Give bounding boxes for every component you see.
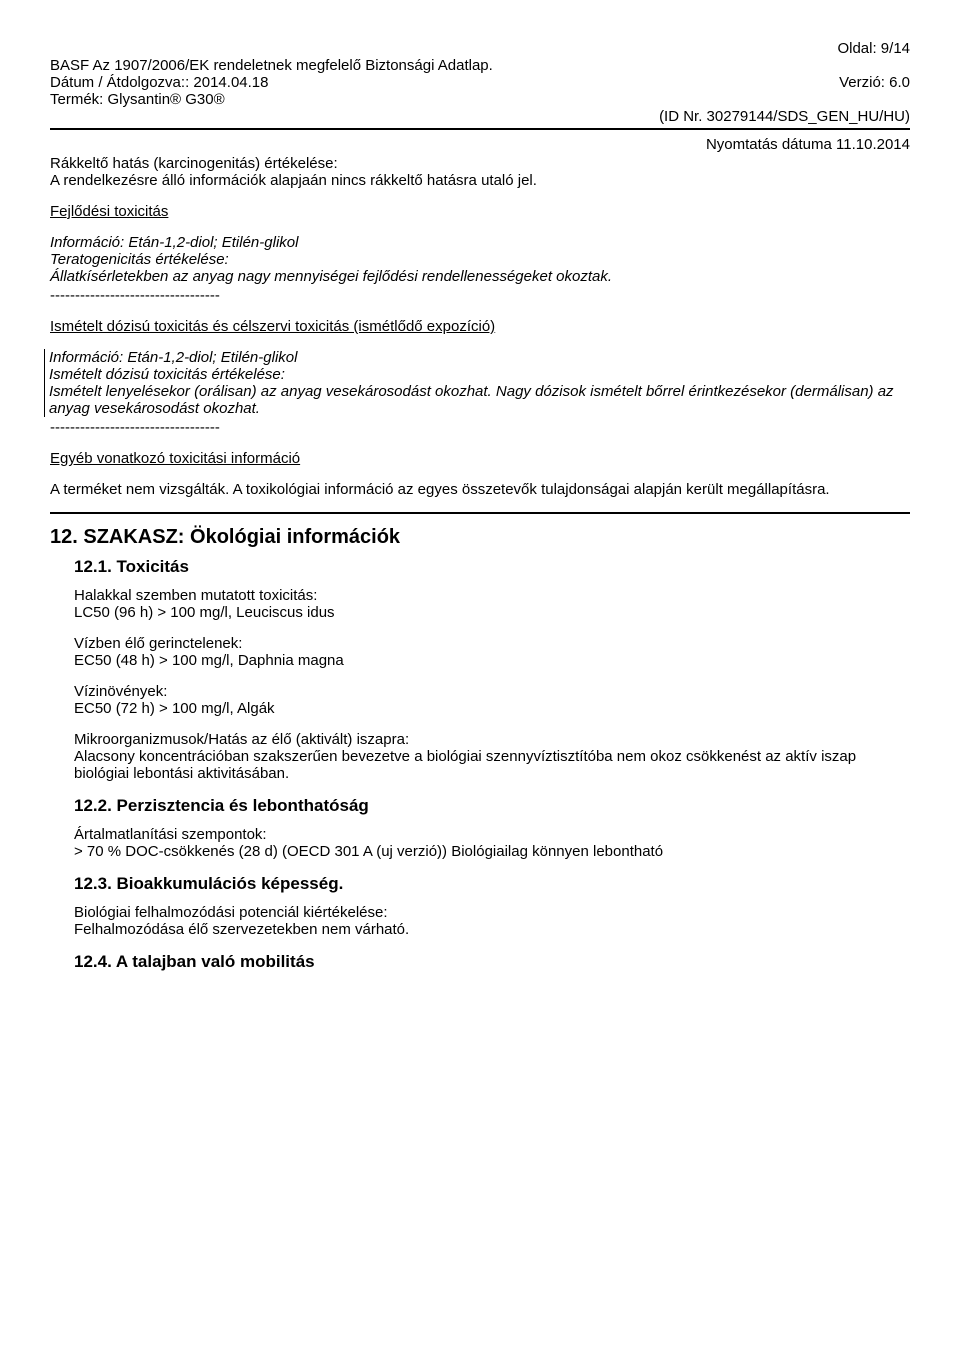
bioacc-value: Felhalmozódása élő szervezetekben nem vá…	[74, 921, 910, 938]
section12-4-title: 12.4. A talajban való mobilitás	[74, 952, 910, 972]
other-text: A terméket nem vizsgálták. A toxikológia…	[50, 481, 910, 498]
header-id: (ID Nr. 30279144/SDS_GEN_HU/HU)	[50, 108, 910, 125]
invert-block: Vízben élő gerinctelenek: EC50 (48 h) > …	[74, 635, 910, 669]
plant-block: Vízinövények: EC50 (72 h) > 100 mg/l, Al…	[74, 683, 910, 717]
header-rule	[50, 128, 910, 130]
header-version: Verzió: 6.0	[839, 74, 910, 91]
page-number: Oldal: 9/14	[50, 40, 910, 57]
fish-value: LC50 (96 h) > 100 mg/l, Leuciscus idus	[74, 604, 910, 621]
devtox-eval: Teratogenicitás értékelése:	[50, 251, 910, 268]
devtox-info: Információ: Etán-1,2-diol; Etilén-glikol	[50, 234, 910, 251]
section-rule	[50, 512, 910, 514]
fish-block: Halakkal szemben mutatott toxicitás: LC5…	[74, 587, 910, 621]
plant-heading: Vízinövények:	[74, 683, 910, 700]
plant-value: EC50 (72 h) > 100 mg/l, Algák	[74, 700, 910, 717]
repeat-block: Ismételt dózisú toxicitás és célszervi t…	[50, 318, 910, 436]
repeat-text: Ismételt lenyelésekor (orálisan) az anya…	[49, 383, 910, 417]
section12-title: 12. SZAKASZ: Ökológiai információk	[50, 526, 910, 549]
micro-block: Mikroorganizmusok/Hatás az élő (aktivált…	[74, 731, 910, 782]
carcin-text: A rendelkezésre álló információk alapjaá…	[50, 172, 910, 189]
persist-value: > 70 % DOC-csökkenés (28 d) (OECD 301 A …	[74, 843, 910, 860]
devtox-text: Állatkísérletekben az anyag nagy mennyis…	[50, 268, 910, 285]
section12-2-title: 12.2. Perzisztencia és lebonthatóság	[74, 796, 910, 816]
header-date: Dátum / Átdolgozva:: 2014.04.18	[50, 74, 268, 91]
other-title: Egyéb vonatkozó toxicitási információ	[50, 450, 910, 467]
devtox-block: Fejlődési toxicitás Információ: Etán-1,2…	[50, 203, 910, 304]
devtox-dash: ----------------------------------	[50, 287, 910, 304]
carcinogenicity-block: Rákkeltő hatás (karcinogenitás) értékelé…	[50, 155, 910, 189]
invert-value: EC50 (48 h) > 100 mg/l, Daphnia magna	[74, 652, 910, 669]
section12-1-title: 12.1. Toxicitás	[74, 557, 910, 577]
page-header: Oldal: 9/14 BASF Az 1907/2006/EK rendele…	[50, 40, 910, 153]
header-print-date: Nyomtatás dátuma 11.10.2014	[50, 136, 910, 153]
bioacc-block: Biológiai felhalmozódási potenciál kiért…	[74, 904, 910, 938]
other-block: Egyéb vonatkozó toxicitási információ A …	[50, 450, 910, 498]
persist-heading: Ártalmatlanítási szempontok:	[74, 826, 910, 843]
header-product: Termék: Glysantin® G30®	[50, 91, 910, 108]
repeat-info: Információ: Etán-1,2-diol; Etilén-glikol	[49, 349, 910, 366]
repeat-dash: ----------------------------------	[50, 419, 910, 436]
devtox-title: Fejlődési toxicitás	[50, 203, 910, 220]
micro-value: Alacsony koncentrációban szakszerűen bev…	[74, 748, 910, 782]
carcin-title: Rákkeltő hatás (karcinogenitás) értékelé…	[50, 155, 910, 172]
micro-heading: Mikroorganizmusok/Hatás az élő (aktivált…	[74, 731, 910, 748]
repeat-eval: Ismételt dózisú toxicitás értékelése:	[49, 366, 910, 383]
invert-heading: Vízben élő gerinctelenek:	[74, 635, 910, 652]
bioacc-heading: Biológiai felhalmozódási potenciál kiért…	[74, 904, 910, 921]
header-line1: BASF Az 1907/2006/EK rendeletnek megfele…	[50, 57, 910, 74]
section12-3-title: 12.3. Bioakkumulációs képesség.	[74, 874, 910, 894]
fish-heading: Halakkal szemben mutatott toxicitás:	[74, 587, 910, 604]
persist-block: Ártalmatlanítási szempontok: > 70 % DOC-…	[74, 826, 910, 860]
repeat-title: Ismételt dózisú toxicitás és célszervi t…	[50, 318, 910, 335]
